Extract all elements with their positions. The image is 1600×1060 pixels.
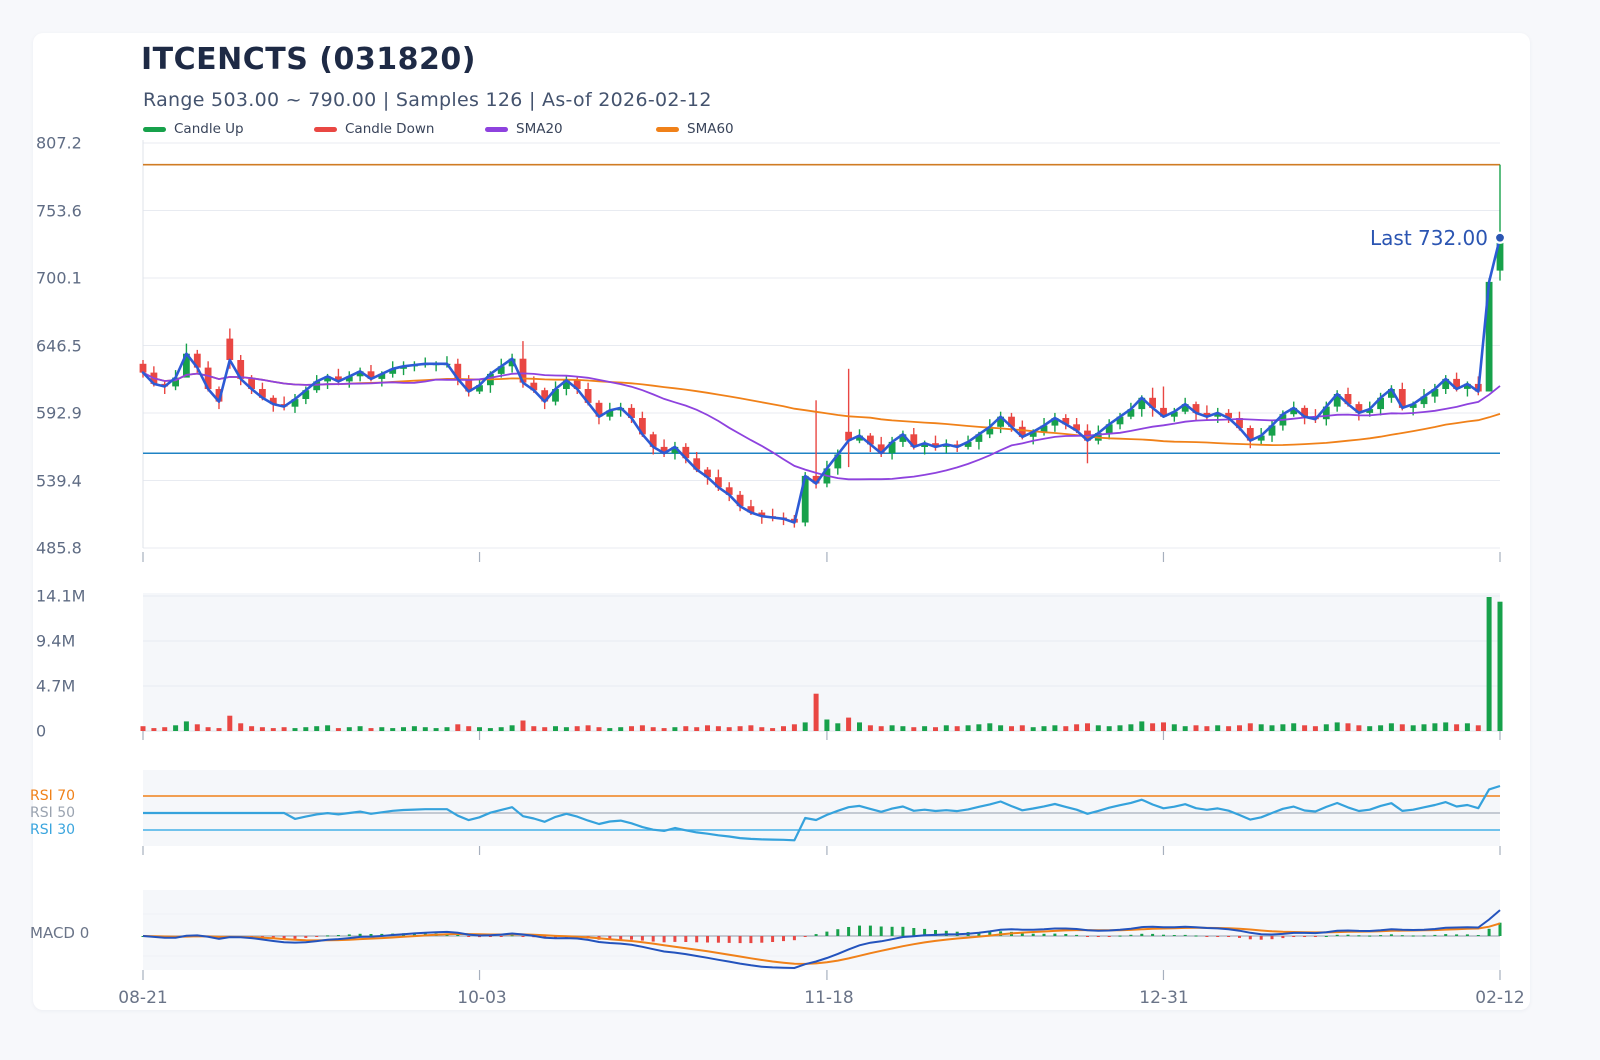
volume-axis-label: 9.4M	[36, 631, 76, 651]
volume-bars	[140, 597, 1503, 731]
price-axis-label: 646.5	[36, 336, 82, 355]
macd-axis-label: MACD 0	[30, 924, 90, 942]
page-title: ITCENCTS (031820)	[141, 42, 476, 77]
last-price-label: Last 732.00	[1370, 226, 1488, 250]
legend-item-candle-down: Candle Down	[314, 121, 485, 137]
main-level-lines	[143, 163, 1500, 455]
legend-item-sma20: SMA20	[485, 121, 656, 137]
last-dot	[1493, 231, 1507, 244]
x-axis-label: 02-12	[1475, 988, 1525, 1008]
price-axis-label: 485.8	[36, 538, 82, 558]
chart-card	[33, 33, 1530, 1010]
sma60-swatch-icon	[656, 126, 679, 132]
main-gridlines	[142, 140, 1500, 957]
price-axis-label: 753.6	[36, 201, 82, 220]
volume-axis-label: 4.7M	[36, 676, 76, 696]
panel-backgrounds	[143, 593, 1500, 970]
candles-layer	[139, 164, 1504, 528]
candle-down-swatch-icon	[314, 126, 337, 132]
legend-item-candle-up: Candle Up	[143, 121, 314, 137]
volume-axis-label: 0	[36, 721, 47, 741]
volume-axis-label: 14.1M	[36, 586, 86, 606]
price-axis-label: 592.9	[36, 403, 82, 423]
price-axis-label: 807.2	[36, 133, 82, 153]
chart-subtitle: Range 503.00 ~ 790.00 | Samples 126 | As…	[143, 89, 712, 111]
sma-lines	[142, 371, 1501, 481]
candle-up-swatch-icon	[143, 126, 166, 132]
rsi-axis-label: RSI 50	[30, 805, 76, 821]
x-axis-label: 08-21	[118, 988, 168, 1008]
sma20-swatch-icon	[485, 126, 508, 132]
legend-label: Candle Up	[174, 121, 244, 137]
rsi-axis-label: RSI 30	[30, 822, 76, 838]
rsi-layer	[143, 784, 1501, 842]
price-axis-label: 700.1	[36, 268, 82, 288]
price-axis-label: 539.4	[36, 471, 82, 490]
close-line	[141, 236, 1502, 524]
x-axis-label: 12-31	[1139, 988, 1189, 1008]
rsi-axis-label: RSI 70	[30, 788, 76, 804]
macd-layer	[141, 909, 1502, 970]
x-axis-label: 10-03	[457, 988, 507, 1008]
legend-label: Candle Down	[345, 121, 435, 137]
axis-ticks	[142, 552, 1501, 980]
legend-label: SMA60	[687, 121, 734, 137]
legend: Candle Up Candle Down SMA20 SMA60	[143, 121, 827, 137]
legend-item-sma60: SMA60	[656, 121, 827, 137]
x-axis-label: 11-18	[804, 988, 854, 1008]
legend-label: SMA20	[516, 121, 563, 137]
